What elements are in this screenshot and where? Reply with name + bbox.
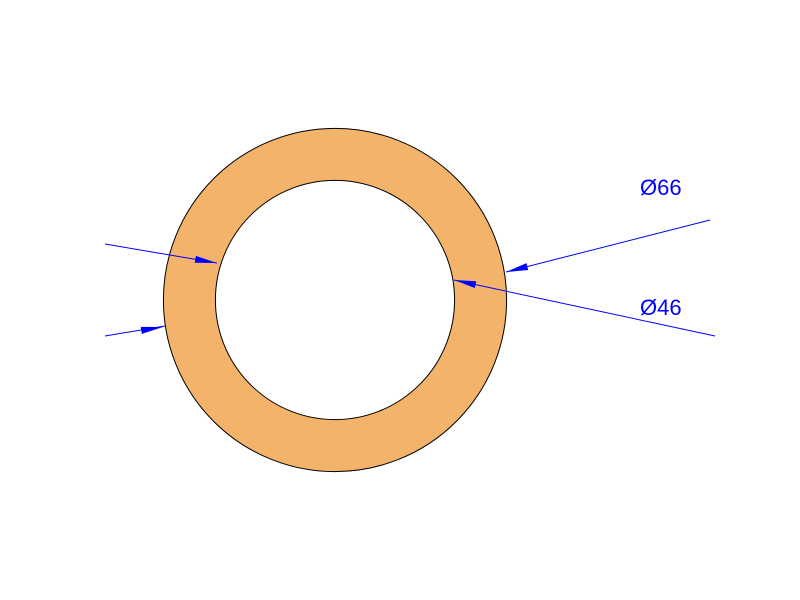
outer-diameter-label: Ø66 [640,175,682,201]
diagram-canvas: Ø66 Ø46 [0,0,800,600]
outer-arrow-right [506,263,528,272]
inner-circle [215,180,454,419]
outer-arrow-left [141,327,163,334]
outer-dim-line-right [506,220,710,272]
ring-shape [163,128,506,471]
inner-diameter-label: Ø46 [640,295,682,321]
